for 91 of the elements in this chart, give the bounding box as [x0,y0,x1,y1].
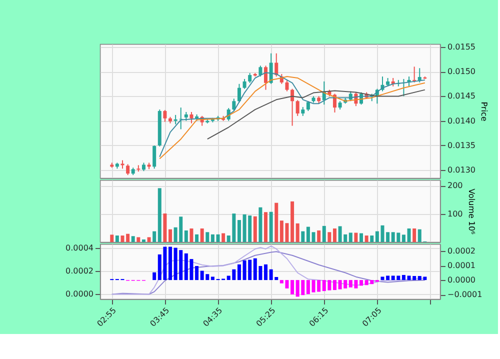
bar [360,233,364,242]
candlestick [152,144,156,170]
bar [317,230,321,242]
candlestick [179,107,183,130]
bar [190,228,194,242]
bar [312,232,316,242]
bar [412,228,416,242]
candlestick [296,100,300,116]
y-axis-title: Volume 10⁶ [466,188,476,234]
candlestick [269,52,273,84]
candlestick [418,68,422,83]
bar [195,266,199,280]
bar [354,232,358,242]
bar [136,237,140,242]
y-tick-label: 100 [448,209,463,218]
bar [290,201,294,242]
bar [163,214,167,242]
y-tick-label: 0.0155 [448,42,476,52]
bar [120,236,124,242]
bar [142,239,146,242]
candlestick [412,66,416,83]
bar [158,188,162,242]
bar [115,236,119,242]
bar [216,234,220,242]
bar [274,202,278,242]
candlestick [232,98,236,112]
candlestick [174,114,178,125]
y2-tick-label: 0.0001 [448,261,476,270]
bar [264,212,268,242]
y2-tick-label: −0.0001 [448,290,482,300]
bar [386,276,390,280]
bar [402,234,406,242]
candlestick [285,80,289,92]
bar [168,246,172,280]
bar [168,229,172,242]
bar [290,280,294,294]
candlestick [274,52,278,78]
bar [210,276,214,280]
bar [402,274,406,280]
bar [386,232,390,242]
bar [195,234,199,242]
y-tick-label: 0.0145 [448,92,476,101]
candlestick [163,110,167,122]
y-tick-label: 0.0002 [66,266,94,276]
candlestick [258,65,262,78]
candlestick [190,111,194,124]
bar [269,212,273,242]
y-tick-label: 0.0140 [448,116,476,126]
bar [306,226,310,242]
y-tick-label: 0.0150 [448,67,476,76]
bar [110,234,114,242]
candlestick [126,164,130,176]
bar [332,228,336,242]
bar [210,234,214,242]
bar [147,237,151,242]
bar [237,264,241,280]
bar [264,264,268,280]
bar [253,216,257,242]
bar [258,207,262,242]
bar [348,232,352,242]
y-tick-label: 0.0130 [448,166,476,175]
bar [206,232,210,242]
bar [370,236,374,242]
bar [380,276,384,280]
bar [296,223,300,242]
line-series [206,89,426,140]
bar [152,272,156,280]
bar [131,236,135,242]
bar [126,234,130,242]
bar [237,220,241,242]
y-tick-label: 0.0135 [448,140,476,150]
bar [152,231,156,242]
bar [222,233,226,242]
y-tick-label: 0.0000 [66,290,94,299]
candlestick [237,83,241,104]
bar [200,228,204,242]
candlestick [248,72,252,84]
bar [332,280,336,290]
bar [364,236,368,242]
bar [306,280,310,294]
bar [322,226,326,242]
bar [328,232,332,242]
y-tick-label: 0.0004 [66,243,94,252]
bar [184,230,188,242]
bar [360,280,364,286]
bar [407,228,411,242]
y-tick-label: 200 [448,181,463,190]
bar [301,231,305,242]
candlestick [242,78,246,90]
y-axis-title: Price [479,102,488,122]
candlestick [264,65,268,90]
